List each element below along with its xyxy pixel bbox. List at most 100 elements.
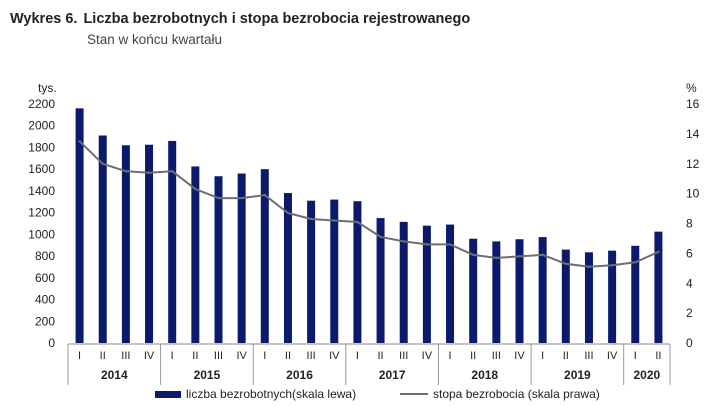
line-point [170,170,174,173]
bar [376,218,385,343]
bar [283,193,292,343]
x-tick-label: I [541,350,544,362]
bar [584,252,593,343]
line-point [78,140,81,143]
bar [330,199,339,343]
x-tick-label: IV [144,350,155,362]
x-tick-label: I [263,350,266,362]
line-point [379,235,382,239]
left-tick-label: 400 [35,293,55,307]
chart-subtitle: Stan w końcu kwartału [87,32,223,47]
left-tick-label: 2000 [28,119,55,133]
x-tick-label: III [399,350,408,362]
x-tick-label: IV [329,350,340,362]
bar [214,176,223,343]
x-tick-label: III [121,350,130,362]
x-tick-label: I [78,350,81,362]
x-tick-label: IV [514,350,525,362]
x-tick-label: III [214,350,223,362]
right-tick-label: 4 [686,276,693,290]
x-tick-label: III [492,350,501,362]
line-point [610,264,614,267]
bar [608,250,617,343]
line-point [356,220,359,224]
bar [307,200,316,343]
x-tick-label: II [563,350,569,362]
right-tick-label: 16 [686,97,700,111]
legend-label-bars: liczba bezrobotnych(skala lewa) [186,387,356,401]
x-tick-label: IV [607,350,618,362]
left-tick-label: 200 [35,314,55,328]
year-label: 2016 [286,368,313,382]
bar [469,238,478,343]
figure-number: Wykres 6. [10,11,78,27]
legend-swatch-bars [155,391,181,398]
year-label: 2020 [633,368,660,382]
right-tick-label: 6 [686,246,693,260]
right-tick-label: 8 [686,217,693,231]
line-point [495,256,498,260]
line-point [471,253,475,257]
left-tick-label: 1400 [28,184,55,198]
line-point [286,211,290,215]
bar [492,241,501,343]
line-point [124,170,128,173]
x-tick-label: III [307,350,316,362]
bar [353,201,362,343]
right-tick-label: 10 [686,187,700,201]
bar [538,237,547,343]
legend-label-line: stopa bezrobocia (skala prawa) [433,387,600,401]
x-tick-label: I [171,350,174,362]
year-label: 2015 [194,368,221,382]
x-tick-label: I [634,350,637,362]
line-point [518,255,521,258]
x-tick-label: II [285,350,291,362]
x-tick-label: IV [422,350,433,362]
year-label: 2018 [471,368,498,382]
right-tick-label: 12 [686,157,700,171]
bar [98,135,107,343]
line-point [634,261,637,264]
legend: liczba bezrobotnych(skala lewa) stopa be… [155,387,600,401]
line-point [333,219,336,222]
bar [260,169,269,343]
x-tick-label: I [356,350,359,362]
line-point [425,243,429,246]
line-point [448,243,452,246]
bar [75,108,84,343]
plot-area: 0200400600800100012001400160018002000220… [28,97,700,385]
left-tick-label: 1600 [28,162,55,176]
right-tick-label: 0 [686,336,693,350]
year-label: 2019 [564,368,591,382]
left-tick-label: 800 [35,249,55,263]
left-tick-label: 1200 [28,206,55,220]
line-point [309,217,313,221]
line-point [194,187,197,191]
year-label: 2017 [379,368,406,382]
line-series [78,140,659,268]
bar [145,144,154,343]
bar [561,249,570,343]
right-tick-label: 14 [686,127,700,141]
x-tick-label: II [192,350,198,362]
line-point [147,171,151,174]
x-tick-label: II [378,350,384,362]
bar [631,245,640,343]
x-tick-label: II [655,350,661,362]
line-point [564,262,568,266]
x-tick-label: II [470,350,476,362]
bar [237,173,246,343]
right-axis-unit: % [686,81,697,95]
left-tick-label: 1800 [28,140,55,154]
line-point [657,250,660,254]
right-tick-label: 2 [686,306,693,320]
x-tick-label: III [584,350,593,362]
left-tick-label: 600 [35,271,55,285]
left-tick-label: 0 [48,336,55,350]
bar [399,221,408,343]
year-label: 2014 [101,368,128,382]
x-tick-label: I [449,350,452,362]
line-point [541,253,544,257]
left-axis-unit: tys. [38,81,57,95]
